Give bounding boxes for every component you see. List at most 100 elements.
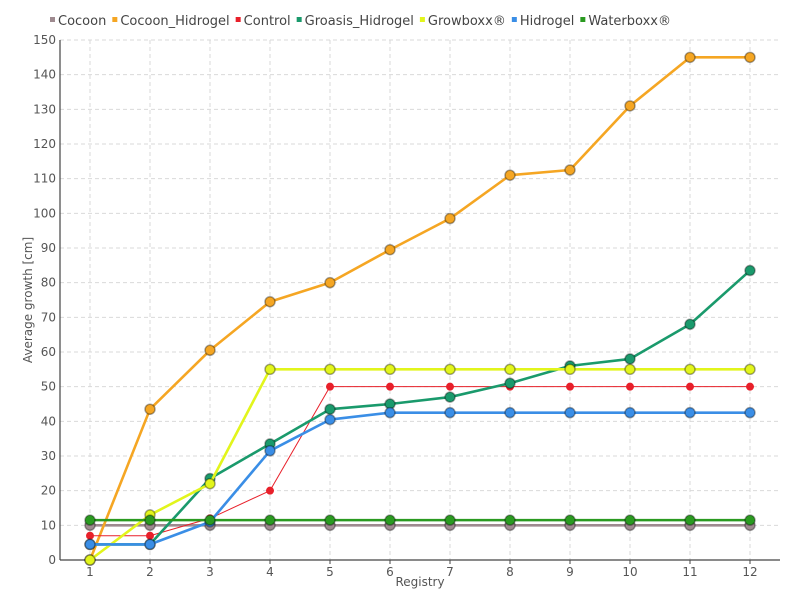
y-tick-labels: 0 10 20 30 40 50 60 70 80 90 100 110 120 130 140 150 <box>33 33 56 567</box>
legend-item[interactable]: Groasis_Hidrogel <box>296 14 414 29</box>
legend-label: Growboxx® <box>428 14 506 29</box>
data-point[interactable] <box>84 514 96 526</box>
y-tick-label: 150 <box>33 33 56 47</box>
data-point[interactable] <box>744 264 756 277</box>
legend-swatch <box>580 17 586 22</box>
data-point[interactable] <box>384 243 396 256</box>
data-point[interactable] <box>264 295 276 308</box>
data-point[interactable] <box>144 403 156 415</box>
data-point[interactable] <box>444 406 456 419</box>
data-point[interactable] <box>744 406 756 419</box>
y-tick-label: 40 <box>41 414 56 428</box>
data-point[interactable] <box>444 363 456 376</box>
data-point[interactable] <box>266 486 274 495</box>
data-point[interactable] <box>386 382 394 391</box>
data-point[interactable] <box>684 318 696 331</box>
data-point[interactable] <box>384 363 396 376</box>
data-point[interactable] <box>324 363 336 376</box>
x-tick-label: 12 <box>742 565 757 579</box>
legend-label: Groasis_Hidrogel <box>305 14 414 29</box>
legend-item[interactable]: Waterboxx® <box>580 14 671 29</box>
legend-item[interactable]: Growboxx® <box>419 14 506 29</box>
legend-item[interactable]: Cocoon <box>50 14 106 29</box>
data-point[interactable] <box>504 363 516 376</box>
data-point[interactable] <box>626 382 634 391</box>
data-point[interactable] <box>624 363 636 376</box>
series-growboxx- <box>84 363 756 566</box>
data-point[interactable] <box>324 413 336 426</box>
legend-swatch <box>296 17 302 22</box>
data-point[interactable] <box>144 514 156 526</box>
data-point[interactable] <box>326 382 334 391</box>
data-point[interactable] <box>384 514 396 526</box>
x-tick-label: 7 <box>446 565 454 579</box>
x-axis-title: Registry <box>395 575 444 589</box>
data-point[interactable] <box>84 538 96 551</box>
y-tick-label: 90 <box>41 241 56 255</box>
data-point[interactable] <box>84 554 96 566</box>
data-point[interactable] <box>504 169 516 181</box>
data-point[interactable] <box>264 514 276 526</box>
data-point[interactable] <box>564 514 576 526</box>
data-point[interactable] <box>444 391 456 403</box>
legend-swatch <box>50 17 55 22</box>
data-point[interactable] <box>146 531 154 540</box>
legend-item[interactable]: Control <box>235 14 291 29</box>
data-point[interactable] <box>264 363 276 376</box>
data-point[interactable] <box>564 363 576 376</box>
data-point[interactable] <box>564 164 576 176</box>
data-point[interactable] <box>204 477 216 490</box>
data-point[interactable] <box>444 212 456 225</box>
data-point[interactable] <box>744 363 756 376</box>
x-tick-label: 11 <box>682 565 697 579</box>
data-point[interactable] <box>564 406 576 419</box>
data-point[interactable] <box>324 514 336 526</box>
data-point[interactable] <box>204 344 216 357</box>
legend-label: Waterboxx® <box>588 14 671 29</box>
x-tick-label: 1 <box>86 565 94 579</box>
series-group <box>84 51 756 566</box>
data-point[interactable] <box>446 382 454 391</box>
y-tick-label: 60 <box>41 345 56 359</box>
data-point[interactable] <box>744 51 756 64</box>
data-point[interactable] <box>624 514 636 526</box>
series-control <box>86 382 754 540</box>
y-tick-label: 20 <box>41 484 56 498</box>
series-line <box>89 368 750 562</box>
data-point[interactable] <box>264 445 276 457</box>
data-point[interactable] <box>384 406 396 419</box>
data-point[interactable] <box>204 514 216 526</box>
data-point[interactable] <box>746 382 754 391</box>
series-line <box>90 386 750 537</box>
legend-item[interactable]: Cocoon_Hidrogel <box>112 14 230 29</box>
data-point[interactable] <box>684 51 696 64</box>
data-point[interactable] <box>624 353 636 365</box>
x-tick-label: 2 <box>146 565 154 579</box>
x-tick-label: 4 <box>266 565 274 579</box>
data-point[interactable] <box>144 538 156 551</box>
legend-label: Control <box>244 14 291 29</box>
data-point[interactable] <box>684 406 696 419</box>
series-line <box>90 269 751 546</box>
data-point[interactable] <box>504 514 516 526</box>
data-point[interactable] <box>684 514 696 526</box>
data-point[interactable] <box>686 382 694 391</box>
y-tick-label: 140 <box>33 68 56 82</box>
data-point[interactable] <box>324 276 336 289</box>
data-point[interactable] <box>504 377 516 389</box>
data-point[interactable] <box>504 406 516 419</box>
x-tick-labels: 1 2 3 4 5 6 7 8 9 10 11 12 <box>86 560 758 579</box>
data-point[interactable] <box>624 406 636 419</box>
data-point[interactable] <box>566 382 574 391</box>
data-point[interactable] <box>684 363 696 376</box>
data-point[interactable] <box>86 531 94 540</box>
y-tick-label: 130 <box>33 102 56 116</box>
data-point[interactable] <box>444 514 456 526</box>
data-point[interactable] <box>624 100 636 112</box>
legend-item[interactable]: Hidrogel <box>511 14 575 29</box>
grid <box>60 39 780 560</box>
data-point[interactable] <box>744 514 756 526</box>
data-point[interactable] <box>324 403 336 415</box>
legend-label: Hidrogel <box>520 14 575 29</box>
